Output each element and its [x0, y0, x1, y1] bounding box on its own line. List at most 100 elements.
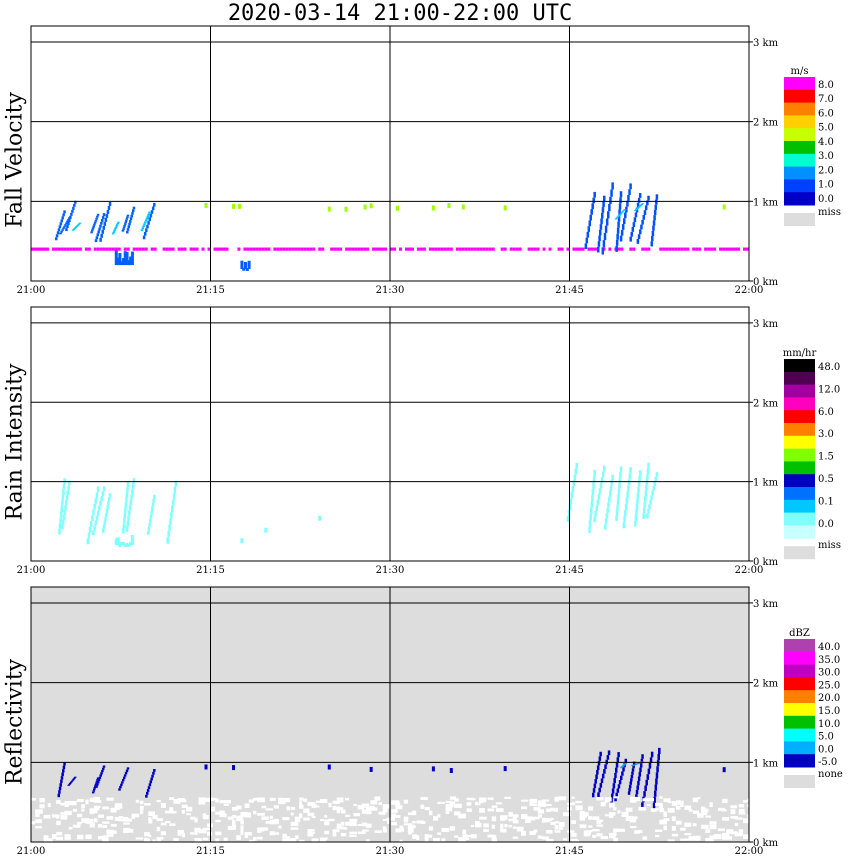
data-cell	[613, 806, 617, 811]
data-cell	[454, 811, 461, 816]
data-cell	[529, 802, 534, 806]
data-cell	[431, 205, 435, 211]
data-cell	[67, 485, 70, 491]
data-cell	[366, 839, 370, 844]
data-cell	[680, 247, 684, 251]
data-cell	[181, 809, 185, 814]
data-cell	[537, 835, 543, 839]
data-cell	[96, 777, 100, 780]
data-cell	[650, 751, 654, 758]
data-cell	[139, 805, 144, 810]
data-cell	[476, 247, 480, 251]
data-cell	[125, 769, 129, 772]
data-cell	[652, 485, 655, 491]
data-cell	[550, 807, 556, 812]
data-cell	[515, 247, 519, 251]
data-cell	[265, 808, 273, 811]
data-cell	[125, 492, 129, 498]
data-cell	[173, 799, 181, 804]
data-cell	[541, 799, 550, 802]
data-cell	[608, 812, 616, 816]
data-cell	[291, 247, 295, 251]
data-cell	[655, 194, 659, 200]
data-cell	[616, 227, 620, 234]
data-cell	[641, 247, 645, 251]
data-cell	[60, 802, 65, 806]
data-cell	[78, 222, 82, 224]
x-tick-label: 21:45	[555, 565, 584, 576]
data-cell	[537, 809, 544, 814]
data-cell	[138, 247, 142, 251]
data-cell	[638, 470, 642, 476]
data-cell	[135, 247, 139, 251]
data-cell	[667, 839, 675, 844]
data-cell	[653, 215, 656, 221]
data-cell	[648, 762, 652, 769]
data-cell	[598, 787, 601, 793]
data-cell	[392, 247, 396, 251]
data-cell	[557, 247, 561, 251]
data-cell	[635, 794, 638, 799]
colorbar-label: 40.0	[818, 642, 840, 653]
data-cell	[583, 834, 590, 837]
data-cell	[619, 191, 623, 198]
data-cell	[71, 229, 75, 231]
data-cell	[618, 779, 622, 785]
data-cell	[105, 213, 109, 218]
data-cell	[378, 247, 382, 251]
data-cell	[126, 214, 130, 217]
data-cell	[194, 817, 198, 823]
data-cell	[64, 224, 67, 226]
data-cell	[470, 834, 477, 839]
colorbar-label: 10.0	[818, 719, 840, 730]
data-cell	[663, 818, 670, 822]
data-cell	[101, 491, 105, 497]
colorbar-swatch	[784, 499, 815, 514]
data-cell	[647, 195, 650, 201]
data-cell	[57, 793, 61, 798]
data-cell	[620, 247, 624, 251]
data-cell	[730, 809, 736, 815]
colorbar-label: 1.5	[818, 452, 834, 463]
data-cell	[223, 799, 231, 804]
data-cell	[108, 247, 112, 251]
data-cell	[123, 224, 126, 227]
colorbar-label: 0.0	[818, 194, 834, 205]
data-cell	[595, 774, 598, 780]
data-cell	[431, 766, 435, 772]
data-cell	[145, 228, 148, 232]
data-cell	[607, 502, 610, 508]
data-cell	[185, 813, 191, 816]
data-cell	[525, 820, 531, 823]
data-cell	[613, 837, 618, 842]
data-cell	[633, 210, 637, 212]
data-cell	[399, 839, 403, 843]
data-cell	[102, 486, 106, 492]
data-cell	[54, 237, 58, 241]
data-cell	[146, 224, 149, 229]
data-cell	[107, 205, 111, 210]
data-cell	[311, 838, 319, 843]
data-cell	[620, 229, 624, 236]
data-cell	[114, 226, 118, 229]
data-cell	[607, 211, 610, 219]
data-cell	[473, 247, 477, 251]
data-cell	[324, 815, 328, 818]
data-cell	[616, 499, 620, 505]
data-cell	[285, 247, 289, 251]
data-cell	[126, 247, 130, 251]
data-cell	[639, 767, 642, 773]
data-cell	[240, 260, 244, 270]
colorbar-swatch	[784, 728, 815, 742]
colorbar-label: 20.0	[818, 693, 840, 704]
data-cell	[608, 247, 612, 251]
data-cell	[640, 758, 644, 764]
data-cell	[127, 543, 131, 547]
data-cell	[614, 218, 618, 220]
x-tick-label: 21:15	[196, 565, 225, 576]
data-cell	[671, 247, 675, 251]
data-cell	[512, 814, 519, 818]
data-cell	[68, 827, 73, 830]
data-cell	[617, 752, 620, 758]
data-cell	[407, 825, 416, 829]
